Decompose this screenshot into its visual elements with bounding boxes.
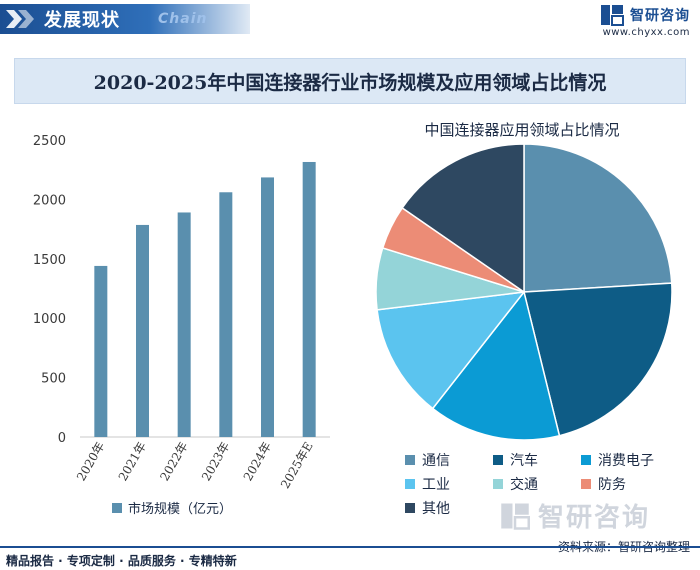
- pie-legend-swatch: [581, 455, 591, 465]
- x-tick-label: 2024年: [241, 440, 274, 484]
- y-tick-label: 2500: [33, 134, 66, 149]
- pie-slice: [523, 282, 673, 437]
- section-title: 发展现状: [44, 10, 120, 31]
- pie-legend-label: 其他: [422, 501, 450, 517]
- pie-legend-row: 其他: [405, 496, 665, 520]
- watermark-logo: 智研咨询: [500, 497, 650, 534]
- pie-legend-swatch: [405, 455, 415, 465]
- footer-slogan: 精品报告 · 专项定制 · 品质服务 · 专精特新: [6, 554, 237, 568]
- header: 发展现状 Chain 智研咨询 www.chyxx.com: [0, 0, 700, 46]
- x-tick-label: 2022年: [157, 440, 190, 484]
- pie-legend-row: 通信 汽车 消费电子: [405, 448, 665, 472]
- chart-title-banner: 2020-2025年中国连接器行业市场规模及应用领域占比情况: [14, 58, 686, 104]
- pie-legend-item: 其他: [405, 498, 475, 518]
- pie-legend-label: 交通: [510, 477, 538, 493]
- pie-legend-item: 通信: [405, 450, 475, 470]
- pie-legend-swatch: [493, 479, 503, 489]
- pie-legend-item: 交通: [493, 474, 563, 494]
- bar: [136, 224, 149, 437]
- pie-legend-swatch: [405, 479, 415, 489]
- pie-legend-item: 防务: [581, 474, 651, 494]
- pie-slice: [376, 291, 526, 410]
- pie-legend-label: 通信: [422, 453, 450, 469]
- watermark-text: 智研咨询: [538, 503, 651, 533]
- pie-legend-row: 工业 交通 防务: [405, 472, 665, 496]
- pie-legend-item: 消费电子: [581, 450, 654, 470]
- brand-url: www.chyxx.com: [602, 27, 690, 38]
- y-tick-label: 1000: [33, 312, 66, 327]
- footer-divider: [0, 546, 700, 548]
- header-bar: [0, 4, 250, 34]
- bar: [219, 192, 233, 437]
- brand: 智研咨询 www.chyxx.com: [600, 4, 690, 38]
- pie-legend-swatch: [581, 479, 591, 489]
- bar-legend: 市场规模（亿元）: [112, 498, 232, 517]
- x-tick-label: 2020年: [74, 440, 107, 484]
- chart-title: 2020-2025年中国连接器行业市场规模及应用领域占比情况: [93, 71, 607, 94]
- pie-legend-swatch: [405, 503, 415, 513]
- y-tick-label: 0: [58, 431, 66, 446]
- bar-chart: 0 500 1000 1500 2000 2500 2020年 2021年 2022年 2023年…: [33, 134, 330, 491]
- bar: [177, 212, 191, 437]
- pie-legend-item: 工业: [405, 474, 475, 494]
- pie-title: 中国连接器应用领域占比情况: [424, 121, 619, 139]
- pie-legend-label: 汽车: [510, 453, 538, 469]
- x-tick-label: 2025年E: [278, 440, 316, 491]
- brand-name: 智研咨询: [630, 8, 690, 24]
- pie-chart: 中国连接器应用领域占比情况: [375, 121, 673, 441]
- pie-legend-swatch: [493, 455, 503, 465]
- x-tick-label: 2021年: [116, 440, 149, 484]
- bar: [261, 177, 274, 437]
- watermark-logo-icon: [501, 503, 530, 530]
- chevron-deco-icon: [6, 10, 34, 28]
- pie-legend-label: 防务: [598, 477, 626, 493]
- brand-logo-icon: [601, 5, 624, 26]
- pie-slice: [431, 290, 561, 441]
- chart-canvas: 0 500 1000 1500 2000 2500 2020年 2021年 2022年 2023年…: [33, 121, 673, 491]
- pie-legend-label: 消费电子: [598, 453, 654, 469]
- pie-legend-label: 工业: [422, 477, 450, 493]
- pie-slice: [523, 143, 673, 293]
- bar: [302, 161, 316, 437]
- section-subtitle: Chain: [158, 11, 208, 27]
- y-tick-label: 1500: [33, 253, 66, 268]
- pie-legend: 通信 汽车 消费电子 工业 交通 防务 其他: [405, 448, 665, 520]
- pie-legend-item: 汽车: [493, 450, 563, 470]
- y-tick-label: 500: [41, 372, 66, 387]
- pie-slice: [401, 143, 525, 294]
- bar-legend-swatch: [112, 502, 122, 513]
- bar: [94, 265, 108, 437]
- x-tick-label: 2023年: [199, 440, 232, 484]
- bar-legend-label: 市场规模（亿元）: [128, 502, 233, 517]
- y-tick-label: 2000: [33, 193, 66, 208]
